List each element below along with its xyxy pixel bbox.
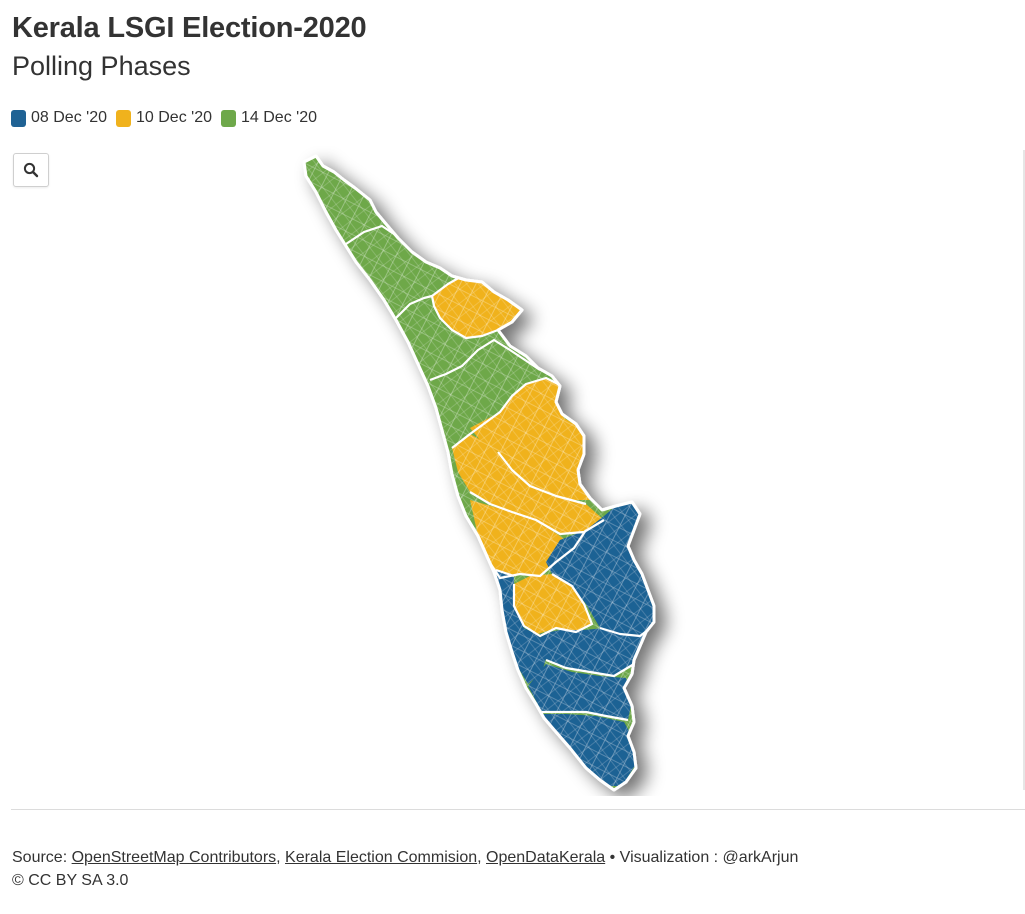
legend-item-phase-3[interactable]: 14 Dec '20: [221, 109, 317, 127]
legend-swatch-phase-1: [11, 109, 26, 127]
source-attribution: Source: OpenStreetMap Contributors, Kera…: [12, 849, 798, 867]
source-separator-1: ,: [276, 849, 286, 866]
source-prefix: Source:: [12, 849, 72, 866]
legend-label-phase-2: 10 Dec '20: [136, 109, 212, 126]
source-link-opendatakerala[interactable]: OpenDataKerala: [486, 849, 606, 866]
legend-item-phase-2[interactable]: 10 Dec '20: [116, 109, 212, 127]
license-text: © CC BY SA 3.0: [12, 872, 129, 889]
kerala-outline: [302, 154, 656, 792]
page-subtitle: Polling Phases: [12, 51, 191, 81]
legend-swatch-phase-3: [221, 109, 236, 127]
legend-label-phase-3: 14 Dec '20: [241, 109, 317, 126]
legend-swatch-phase-2: [116, 109, 131, 127]
footer-divider: [11, 809, 1025, 810]
kerala-map[interactable]: [0, 146, 1025, 796]
map-frame-edge: [1023, 150, 1025, 790]
source-link-election-commission[interactable]: Kerala Election Commision: [285, 849, 478, 866]
kerala-districts: [302, 154, 656, 792]
search-icon: [23, 162, 39, 178]
legend-item-phase-1[interactable]: 08 Dec '20: [11, 109, 107, 127]
page-title: Kerala LSGI Election-2020: [12, 12, 367, 44]
zoom-search-button[interactable]: [13, 153, 49, 187]
source-link-osm[interactable]: OpenStreetMap Contributors: [71, 849, 277, 866]
legend: 08 Dec '20 10 Dec '20 14 Dec '20: [11, 109, 326, 127]
visualization-credit: • Visualization : @arkArjun: [605, 849, 799, 866]
legend-label-phase-1: 08 Dec '20: [31, 109, 107, 126]
source-separator-2: ,: [477, 849, 486, 866]
